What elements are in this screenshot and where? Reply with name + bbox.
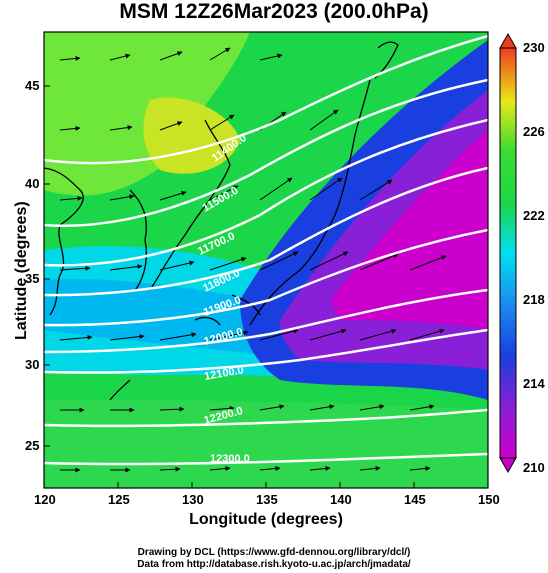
coastlines	[44, 41, 399, 401]
colorbar	[499, 32, 517, 474]
y-tick-label: 30	[25, 357, 40, 372]
y-tick-label: 45	[25, 78, 40, 93]
y-axis-label: Latitude (degrees)	[13, 201, 30, 340]
colorbar-min-triangle	[499, 457, 517, 474]
colorbar-tick-label: 210	[523, 460, 545, 475]
colorbar-tick-label: 226	[523, 124, 545, 139]
x-tick-label: 120	[34, 492, 56, 507]
y-tick-label: 40	[25, 176, 40, 191]
x-tick-label: 150	[478, 492, 500, 507]
x-tick-label: 140	[330, 492, 352, 507]
x-axis-ticks	[43, 482, 489, 488]
credit-line-2: Data from http://database.rish.kyoto-u.a…	[137, 559, 411, 570]
colorbar-tick-label: 230	[523, 40, 545, 55]
x-tick-label: 130	[182, 492, 204, 507]
colorbar-tick-label: 214	[523, 376, 545, 391]
x-axis-label: Longitude (degrees)	[189, 511, 343, 528]
x-tick-label: 125	[108, 492, 130, 507]
x-tick-label: 145	[404, 492, 426, 507]
map-title: MSM 12Z26Mar2023 (200.0hPa)	[119, 0, 429, 23]
temperature-field	[44, 32, 488, 488]
colorbar-tick-label: 218	[523, 292, 545, 307]
colorbar-max-triangle	[499, 32, 517, 49]
contour-label: 12300.0	[210, 453, 250, 465]
colorbar-tick-label: 222	[523, 208, 545, 223]
y-tick-label: 35	[25, 271, 40, 286]
credit-line-1: Drawing by DCL (https://www.gfd-dennou.o…	[137, 547, 411, 558]
x-tick-label: 135	[256, 492, 278, 507]
height-contours	[44, 34, 488, 466]
y-axis-ticks	[44, 85, 50, 447]
y-tick-label: 25	[25, 438, 40, 453]
